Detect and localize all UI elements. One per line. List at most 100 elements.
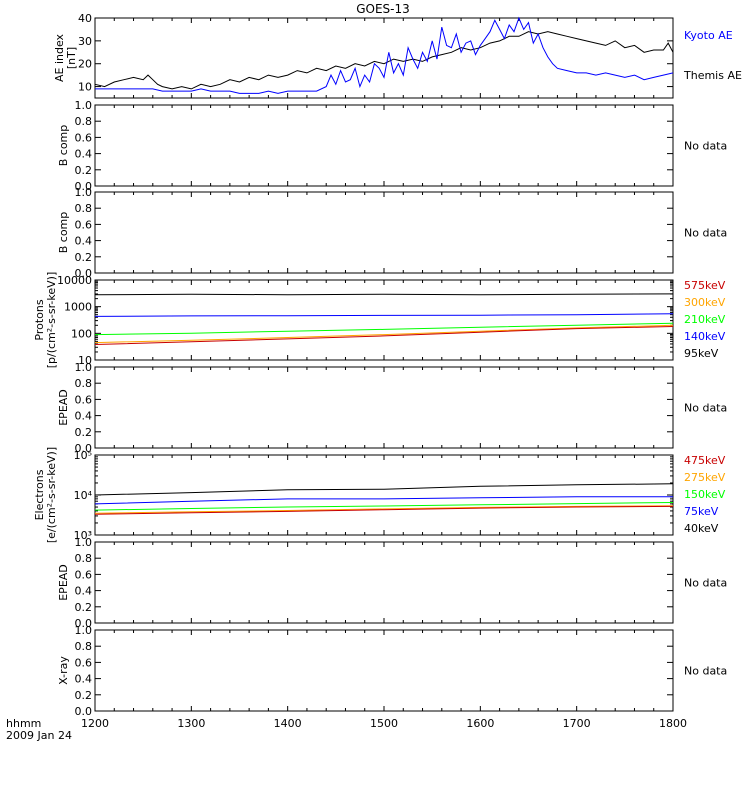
legend-entry: 140keV [684,330,726,343]
y-tick-label: 1.0 [75,361,93,374]
no-data-label: No data [684,665,727,678]
panel-3: 0.0 0.2 0.4 0.6 0.8 1.0 B comp No data [57,186,727,280]
legend-entry: 95keV [684,347,719,360]
series-line-40kev [94,483,674,496]
y-tick-label: 0.4 [75,148,93,161]
series-line-95kev [94,293,674,296]
y-axis-label: B comp [57,125,70,167]
y-tick-label: 0.0 [75,617,93,630]
y-tick-label: 0.0 [75,180,93,193]
panel-stack: 10 20 30 40 AE index [nT] Kyoto AE Themis AE 0.0… [33,12,742,718]
series-line-275kev [94,505,674,514]
x-tick-label: 1800 [659,717,687,730]
panel-frame [94,366,674,449]
x-axis: 1200 1300 1400 1500 1600 1700 1800 [81,717,687,730]
y-tick-label: 0.2 [75,426,93,439]
y-axis-label: Electrons [33,469,46,520]
panel-4: 10 100 1000 10000 Protons [p/(cm²-s-sr-keV)] 5… [33,272,726,369]
panel-frame [94,629,674,712]
legend-entry: 40keV [684,522,719,535]
no-data-label: No data [684,577,727,590]
series-line-75kev [94,496,673,505]
y-tick-label: 10 [78,354,92,367]
x-tick-label: 1200 [81,717,109,730]
panel-frame [94,104,674,187]
y-tick-label: 1000 [64,301,92,314]
panel-frame [94,191,674,274]
y-tick-label: 0.2 [75,251,93,264]
y-tick-label: 10⁴ [74,489,93,502]
y-axis-label: AE index [53,33,66,82]
y-tick-label: 0.8 [75,552,93,565]
y-tick-label: 0.2 [75,689,93,702]
panel-7: 0.0 0.2 0.4 0.6 0.8 1.0 EPEAD No data [57,536,727,630]
x-axis-label-date: 2009 Jan 24 [6,729,72,742]
y-axis-label: EPEAD [57,389,70,426]
y-tick-label: 0.0 [75,442,93,455]
legend-entry: 150keV [684,488,726,501]
series-line-300kev [94,324,674,344]
y-tick-label: 0.6 [75,131,93,144]
x-tick-label: 1500 [370,717,398,730]
series-line-575kev [94,326,674,345]
y-tick-label: 1.0 [75,99,93,112]
no-data-label: No data [684,402,727,415]
y-axis-label: EPEAD [57,564,70,601]
y-tick-label: 0.6 [75,218,93,231]
x-tick-label: 1400 [274,717,302,730]
panel-frame [94,454,674,536]
panel-1: 10 20 30 40 AE index [nT] Kyoto AE Themis AE [53,12,742,99]
y-tick-label: 0.0 [75,705,93,718]
y-tick-label: 0.2 [75,164,93,177]
chart-title: GOES-13 [356,2,410,16]
y-tick-label: 10³ [74,529,92,542]
y-tick-label: 0.6 [75,393,93,406]
series-line-210kev [94,322,674,336]
y-axis-label: B comp [57,212,70,254]
y-tick-label: 0.4 [75,410,93,423]
y-tick-label: 10 [78,81,92,94]
panel-frame [94,17,674,99]
legend-entry: Kyoto AE [684,29,733,42]
x-axis-label-hhmm: hhmm [6,717,41,730]
y-tick-label: 40 [78,12,92,25]
y-axis-unit-label: [e/(cm²-s-sr-keV)] [45,447,58,543]
y-axis-unit-label: [p/(cm²-s-sr-keV)] [45,272,58,369]
legend-entry: 475keV [684,454,726,467]
y-tick-label: 0.4 [75,585,93,598]
panel-frame [94,541,674,624]
y-tick-label: 20 [78,58,92,71]
y-tick-label: 0.2 [75,601,93,614]
legend-entry: Themis AE [683,69,742,82]
y-axis-label: Protons [33,299,46,340]
y-tick-label: 0.8 [75,202,93,215]
no-data-label: No data [684,227,727,240]
y-tick-label: 100 [71,327,92,340]
y-tick-label: 1.0 [75,624,93,637]
y-tick-label: 0.8 [75,115,93,128]
x-tick-label: 1300 [177,717,205,730]
y-tick-label: 1.0 [75,186,93,199]
y-tick-label: 0.8 [75,377,93,390]
no-data-label: No data [684,140,727,153]
legend-entry: 75keV [684,505,719,518]
y-tick-label: 0.8 [75,640,93,653]
series-line-475kev [94,505,674,515]
x-tick-label: 1700 [563,717,591,730]
panel-2: 0.0 0.2 0.4 0.6 0.8 1.0 B comp No data [57,99,727,193]
y-tick-label: 0.0 [75,267,93,280]
panel-8: 0.0 0.2 0.4 0.6 0.8 1.0 X-ray No data [57,624,727,718]
y-tick-label: 0.4 [75,673,93,686]
legend-entry: 275keV [684,471,726,484]
y-tick-label: 0.4 [75,235,93,248]
series-line-themis-ae [94,31,674,90]
y-axis-label: X-ray [57,656,70,685]
x-tick-label: 1600 [466,717,494,730]
series-line-kyoto-ae [95,16,674,94]
y-tick-label: 10000 [57,274,92,287]
y-tick-label: 0.6 [75,568,93,581]
legend-entry: 210keV [684,313,726,326]
y-tick-label: 0.6 [75,656,93,669]
legend-entry: 300keV [684,296,726,309]
